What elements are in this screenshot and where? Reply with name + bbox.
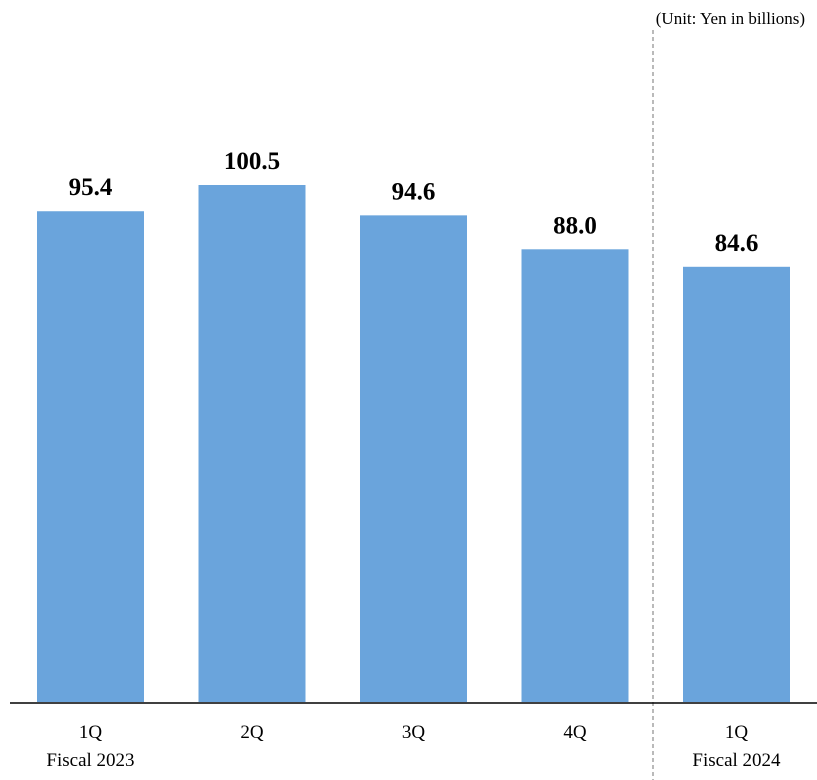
bar-1 <box>37 211 144 702</box>
value-label-1: 95.4 <box>69 174 113 201</box>
tick-label-quarter-4: 4Q <box>563 722 587 743</box>
tick-label-quarter-3: 3Q <box>402 722 426 743</box>
unit-label: (Unit: Yen in billions) <box>656 9 805 28</box>
tick-label-quarter-1: 1Q <box>79 722 103 743</box>
value-label-4: 88.0 <box>553 212 597 239</box>
bar-4 <box>521 249 629 703</box>
bar-3 <box>360 215 467 702</box>
bar-5 <box>683 266 790 702</box>
value-label-5: 84.6 <box>715 230 759 257</box>
tick-label-quarter-2: 2Q <box>240 722 264 743</box>
bars-group: 95.4 1Q Fiscal 2023 100.5 2Q 94.6 3Q 88.0 4Q 84.6… <box>37 148 790 771</box>
value-label-3: 94.6 <box>392 178 436 205</box>
bar-2 <box>198 185 306 702</box>
tick-label-quarter-5: 1Q <box>725 722 749 743</box>
tick-label-period-1: Fiscal 2023 <box>46 750 134 771</box>
tick-label-period-5: Fiscal 2024 <box>692 750 781 771</box>
value-label-2: 100.5 <box>224 148 280 175</box>
